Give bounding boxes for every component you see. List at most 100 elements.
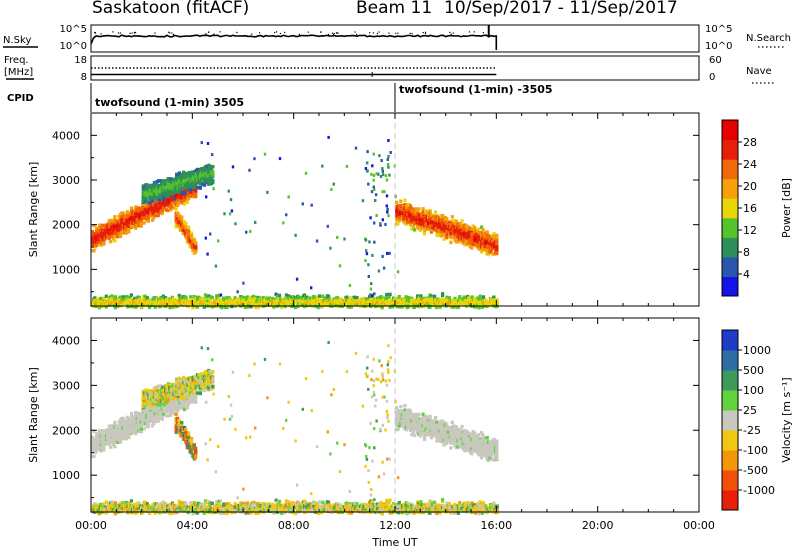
power-cell [407, 206, 411, 210]
power-cell [194, 250, 198, 254]
power-cell [180, 191, 184, 195]
power-cell [198, 303, 202, 307]
power-cell [193, 297, 197, 301]
power-cell [104, 305, 108, 309]
power-cell [313, 301, 317, 306]
power-cell [492, 234, 496, 238]
noise-search-dot [134, 31, 137, 34]
power-cell [157, 303, 161, 307]
power-cell [157, 194, 161, 198]
power-cell [284, 293, 288, 297]
power-cell [102, 242, 106, 246]
power-cell [128, 295, 132, 300]
power-cell [410, 299, 414, 304]
power-cell [428, 209, 432, 213]
power-cell [198, 181, 202, 186]
power-cell [95, 243, 99, 247]
power-cell [403, 198, 407, 202]
power-cell [244, 297, 249, 302]
power-cell [197, 170, 201, 174]
power-cell [403, 202, 407, 207]
power-cell [118, 234, 123, 239]
noise-search-dot [333, 32, 335, 35]
noise-search-dot [327, 33, 330, 35]
power-cell [148, 201, 152, 205]
power-cell [198, 186, 202, 190]
noise-search-dot [468, 31, 471, 33]
power-cell [175, 173, 179, 178]
power-cell [281, 298, 285, 302]
power-cell [273, 301, 277, 306]
power-cell [422, 229, 427, 233]
noise-search-dot [275, 31, 278, 33]
power-cell [441, 293, 445, 298]
nave-right-label: Nave [746, 66, 772, 77]
power-cell [463, 299, 467, 303]
power-cell [438, 305, 442, 309]
power-cell [477, 227, 481, 231]
power-cell [182, 303, 186, 307]
freq-right-tick-bottom: 0 [709, 72, 715, 83]
noise-search-dot [307, 31, 309, 33]
power-cell [353, 295, 357, 299]
power-cell [411, 224, 415, 229]
power-cell [271, 296, 275, 301]
power-cell [365, 297, 369, 301]
power-cell [93, 296, 97, 300]
power-cell [189, 194, 194, 198]
noise-search-dot [168, 31, 170, 33]
power-cell [211, 179, 215, 183]
noise-search-dot [213, 33, 215, 35]
power-cell [262, 295, 266, 300]
noise-search-dot [131, 32, 133, 34]
power-cell [189, 295, 193, 299]
power-cell [387, 295, 391, 299]
power-cell [435, 215, 439, 219]
power-cell [182, 170, 186, 174]
power-cell [121, 295, 125, 299]
power-cell [439, 298, 443, 302]
noise-search-dot [298, 33, 301, 36]
noise-search-dot [219, 31, 221, 33]
power-cell [207, 179, 211, 184]
power-cell [152, 211, 156, 215]
power-cell [139, 218, 143, 223]
power-cell [172, 196, 176, 201]
power-cell [121, 214, 125, 218]
power-cell [134, 226, 138, 230]
noise-search-dot [378, 31, 380, 33]
power-cell [184, 222, 188, 226]
power-cell [108, 303, 112, 307]
power-cell [385, 296, 389, 300]
power-cell [132, 209, 136, 214]
power-cell [453, 296, 457, 301]
power-cell [139, 222, 143, 226]
noise-search-dot [369, 32, 371, 34]
power-cell [425, 210, 429, 215]
noise-search-dot [482, 32, 484, 34]
power-cell [420, 226, 424, 231]
power-cell [181, 299, 185, 303]
power-cell [450, 215, 454, 219]
power-cell [280, 303, 284, 307]
power-cell [174, 225, 178, 229]
power-cell [300, 303, 304, 307]
power-cell [160, 211, 164, 216]
noise-right-tick-top: 10^5 [705, 24, 732, 35]
power-cell [135, 219, 139, 224]
power-cell [122, 301, 127, 305]
power-cell [194, 189, 198, 193]
power-cell [143, 294, 147, 298]
power-cell [202, 297, 206, 301]
power-cell [406, 301, 410, 305]
power-cell [336, 296, 340, 300]
power-cell [312, 295, 316, 299]
noise-search-dot [320, 31, 322, 33]
power-cell [307, 303, 311, 307]
power-cell [168, 304, 172, 309]
freq-right-tick-top: 60 [709, 55, 722, 66]
power-cell [347, 305, 351, 309]
power-cell [146, 216, 150, 220]
noise-sky-line [90, 34, 498, 50]
power-cell [435, 305, 439, 310]
